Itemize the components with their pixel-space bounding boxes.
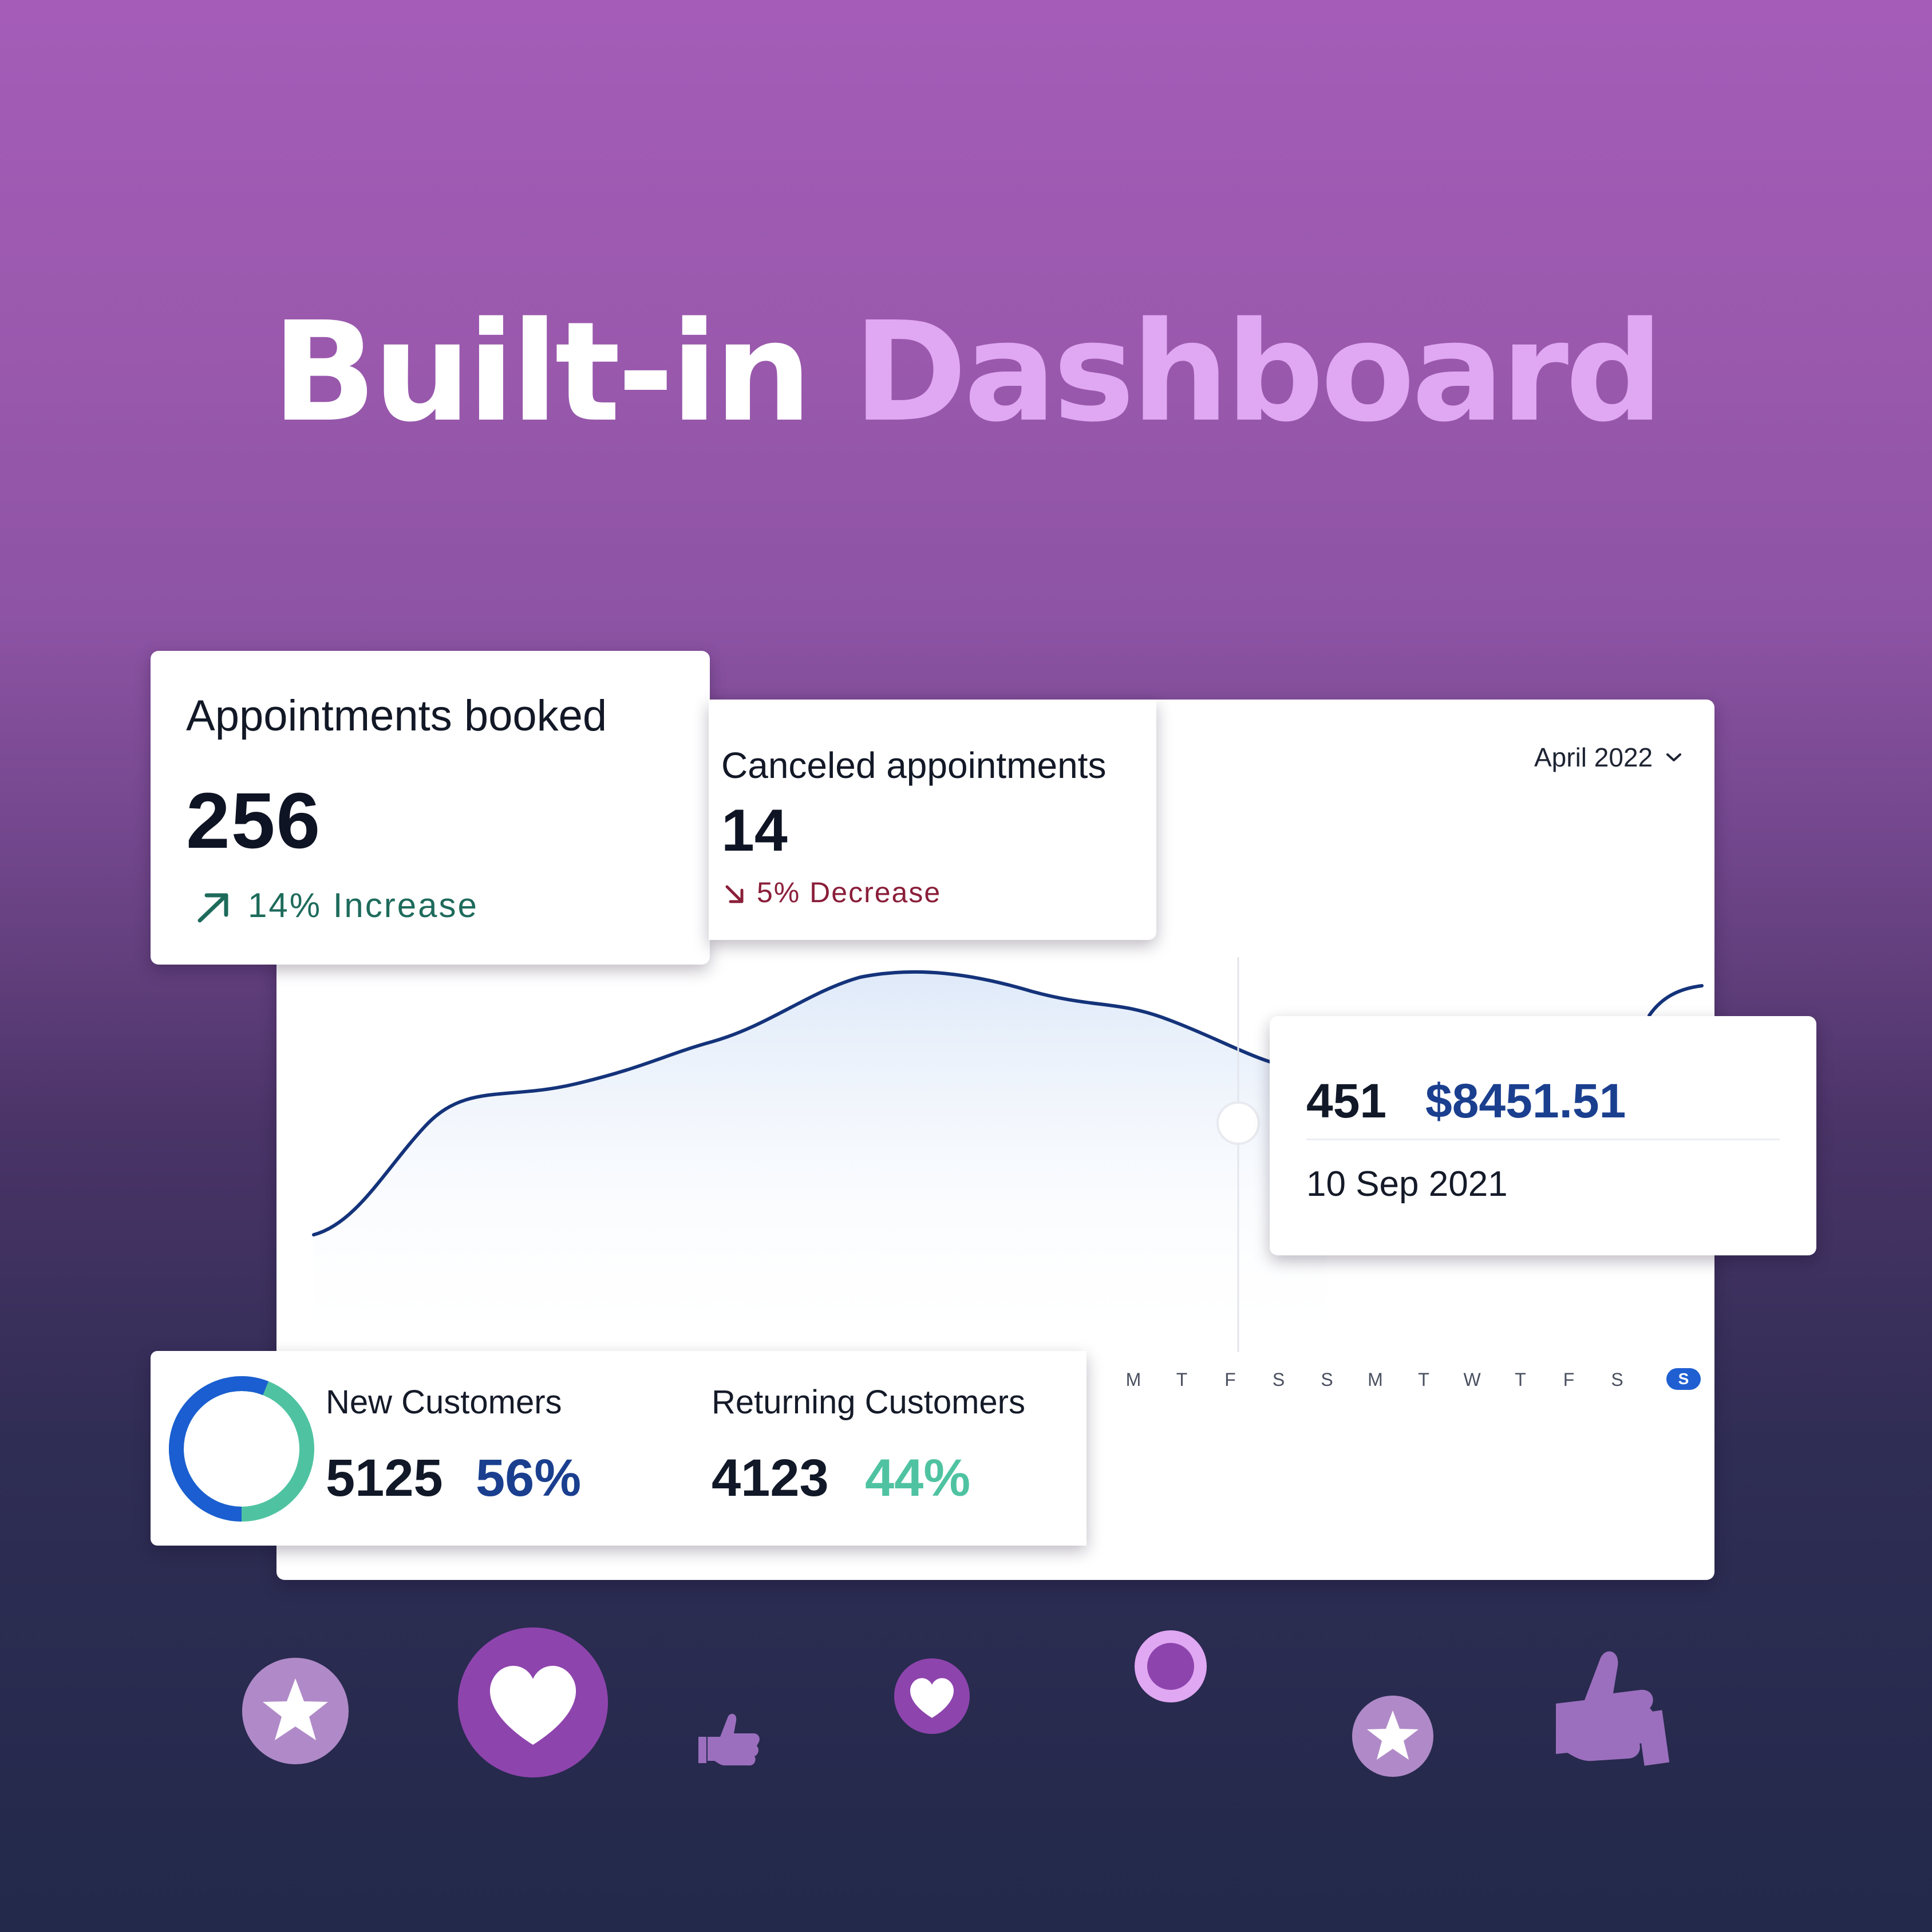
day-tick-selected[interactable]: S — [1666, 1368, 1701, 1390]
new-customers-label: New Customers — [326, 1384, 562, 1421]
heart-icon — [894, 1658, 970, 1734]
star-icon — [1352, 1696, 1433, 1777]
customers-card: New Customers 5125 56% Returning Custome… — [151, 1351, 1086, 1546]
chart-area-fill — [314, 971, 1327, 1358]
customers-donut-chart — [169, 1376, 314, 1522]
new-customers-value: 5125 — [326, 1449, 443, 1507]
appointments-booked-card[interactable]: Appointments booked 256 14% Increase — [151, 651, 710, 965]
day-tick[interactable]: T — [1515, 1369, 1526, 1390]
trend-down-icon — [725, 885, 744, 903]
chart-hover-point[interactable] — [1216, 1101, 1260, 1145]
day-tick[interactable]: M — [1368, 1369, 1383, 1390]
day-tick[interactable]: F — [1563, 1369, 1575, 1390]
trend-up-icon — [197, 893, 228, 923]
returning-customers-value: 4123 — [712, 1449, 829, 1507]
chart-line — [312, 970, 1354, 1236]
appointments-booked-value: 256 — [186, 777, 322, 865]
returning-customers-percent: 44% — [865, 1449, 971, 1507]
ring-icon — [1135, 1630, 1207, 1702]
day-tick[interactable]: S — [1611, 1369, 1623, 1390]
month-select-value: April 2022 — [1534, 742, 1653, 772]
star-icon — [242, 1658, 349, 1764]
heart-icon — [458, 1627, 608, 1777]
new-customers-percent: 56% — [476, 1449, 582, 1507]
day-tick[interactable]: S — [1272, 1369, 1285, 1390]
chart-line-tail — [1647, 984, 1704, 1017]
canceled-appointments-card[interactable]: Canceled appointments 14 5% Decrease — [709, 700, 1156, 940]
chevron-down-icon — [1666, 753, 1682, 761]
tooltip-date: 10 Sep 2021 — [1306, 1164, 1508, 1204]
headline: Built-in Dashboard — [0, 298, 1932, 447]
day-tick[interactable]: T — [1418, 1369, 1429, 1390]
tooltip-amount: $8451.51 — [1425, 1074, 1626, 1128]
day-tick[interactable]: S — [1321, 1369, 1333, 1390]
tooltip-count: 451 — [1306, 1074, 1387, 1128]
day-tick[interactable]: W — [1463, 1369, 1481, 1390]
tooltip-divider — [1306, 1139, 1780, 1140]
appointments-trend-label: 14% Increase — [248, 886, 479, 924]
thumbs-up-icon — [698, 1713, 760, 1765]
donut-segment-new — [169, 1376, 314, 1522]
headline-word-built-in: Built-in — [271, 292, 812, 452]
chart-tooltip: 451 $8451.51 10 Sep 2021 — [1270, 1016, 1816, 1255]
canceled-trend: 5% Decrease — [725, 876, 941, 909]
thumbs-up-icon — [1556, 1651, 1670, 1766]
returning-customers-label: Returning Customers — [712, 1384, 1025, 1421]
month-select[interactable]: April 2022 — [1534, 742, 1682, 773]
headline-word-dashboard: Dashboard — [853, 292, 1664, 452]
canceled-appointments-title: Canceled appointments — [721, 745, 1107, 786]
revenue-area-chart — [312, 957, 1704, 1358]
day-tick[interactable]: M — [1125, 1369, 1141, 1390]
day-tick[interactable]: T — [1176, 1369, 1188, 1390]
appointments-booked-title: Appointments booked — [186, 692, 607, 740]
appointments-trend: 14% Increase — [196, 886, 479, 925]
canceled-trend-label: 5% Decrease — [757, 876, 942, 908]
canceled-appointments-value: 14 — [721, 797, 788, 864]
day-tick[interactable]: F — [1224, 1369, 1236, 1390]
